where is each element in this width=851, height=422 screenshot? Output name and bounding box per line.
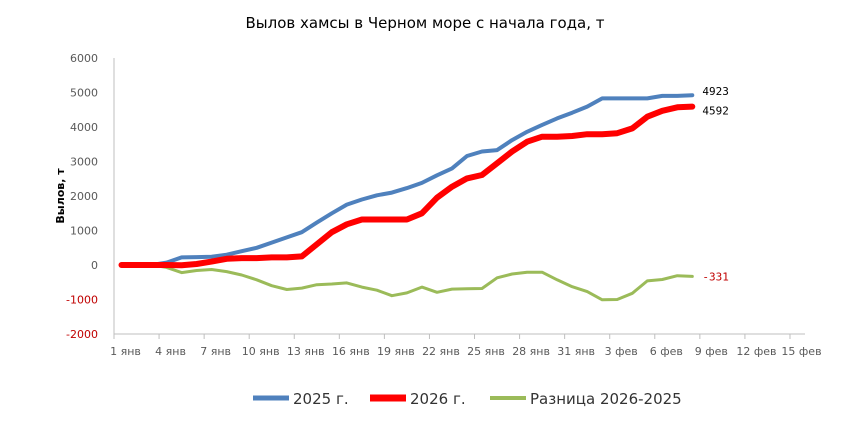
x-tick-label: 7 янв [200, 345, 231, 358]
legend-label: 2025 г. [293, 390, 349, 408]
y-tick-label: -2000 [66, 328, 98, 341]
y-tick-label: 6000 [70, 52, 98, 65]
x-tick-label: 19 янв [377, 345, 415, 358]
chart-title: Вылов хамсы в Черном море с начала года,… [246, 14, 605, 32]
x-tick-label: 31 янв [557, 345, 595, 358]
series-line-0 [119, 93, 695, 267]
series-line-1 [118, 103, 696, 269]
x-tick-label: 13 янв [287, 345, 325, 358]
x-tick-label: 3 фев [605, 345, 638, 358]
legend-label: 2026 г. [410, 390, 466, 408]
end-value-label: 4592 [702, 105, 729, 118]
x-tick-label: 25 янв [467, 345, 505, 358]
x-tick-label: 16 янв [332, 345, 370, 358]
y-tick-label: 5000 [70, 87, 98, 100]
x-tick-label: 6 фев [650, 345, 683, 358]
x-tick-label: 12 фев [736, 345, 776, 358]
end-value-label: 4923 [702, 85, 729, 98]
x-tick-label: 4 янв [155, 345, 186, 358]
end-value-label: -331 [702, 270, 729, 283]
x-tick-label: 15 фев [781, 345, 821, 358]
y-tick-label: 4000 [70, 121, 98, 134]
y-tick-label: 3000 [70, 156, 98, 169]
y-axis-label: Вылов, т [54, 168, 67, 224]
x-tick-label: 28 янв [512, 345, 550, 358]
series-line-2 [120, 263, 694, 302]
y-tick-label: 0 [91, 259, 98, 272]
x-tick-label: 9 фев [695, 345, 728, 358]
y-tick-label: 1000 [70, 225, 98, 238]
y-tick-label: 2000 [70, 190, 98, 203]
y-tick-label: -1000 [66, 294, 98, 307]
legend-label: Разница 2026-2025 [530, 390, 682, 408]
x-tick-label: 22 янв [422, 345, 460, 358]
x-tick-label: 10 янв [242, 345, 280, 358]
x-tick-label: 1 янв [110, 345, 141, 358]
